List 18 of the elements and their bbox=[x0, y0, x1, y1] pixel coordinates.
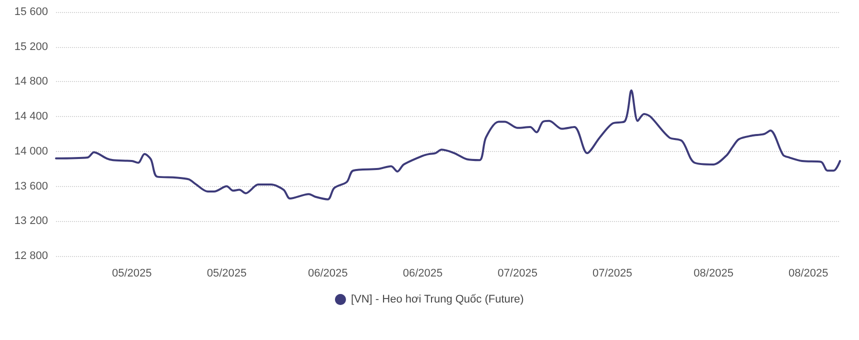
y-tick-label: 14 400 bbox=[14, 110, 48, 123]
x-tick-label: 06/2025 bbox=[402, 268, 443, 280]
y-tick-label: 15 600 bbox=[14, 6, 48, 18]
y-tick-label: 12 800 bbox=[14, 250, 48, 262]
legend-label: [VN] - Heo hơi Trung Quốc (Future) bbox=[350, 294, 524, 306]
y-tick-label: 13 600 bbox=[14, 180, 48, 192]
x-tick-label: 07/2025 bbox=[592, 268, 632, 280]
x-tick-label: 06/2025 bbox=[308, 268, 348, 280]
x-tick-label: 08/2025 bbox=[694, 268, 734, 280]
y-tick-label: 14 000 bbox=[14, 145, 48, 158]
x-tick-label: 05/2025 bbox=[112, 268, 152, 280]
x-tick-label: 08/2025 bbox=[788, 268, 828, 280]
x-tick-label: 05/2025 bbox=[206, 268, 247, 280]
y-tick-label: 13 200 bbox=[14, 215, 48, 228]
line-series bbox=[55, 89, 841, 200]
y-tick-label: 14 800 bbox=[14, 76, 48, 88]
y-tick-label: 15 200 bbox=[14, 40, 48, 53]
x-tick-label: 07/2025 bbox=[498, 268, 538, 280]
